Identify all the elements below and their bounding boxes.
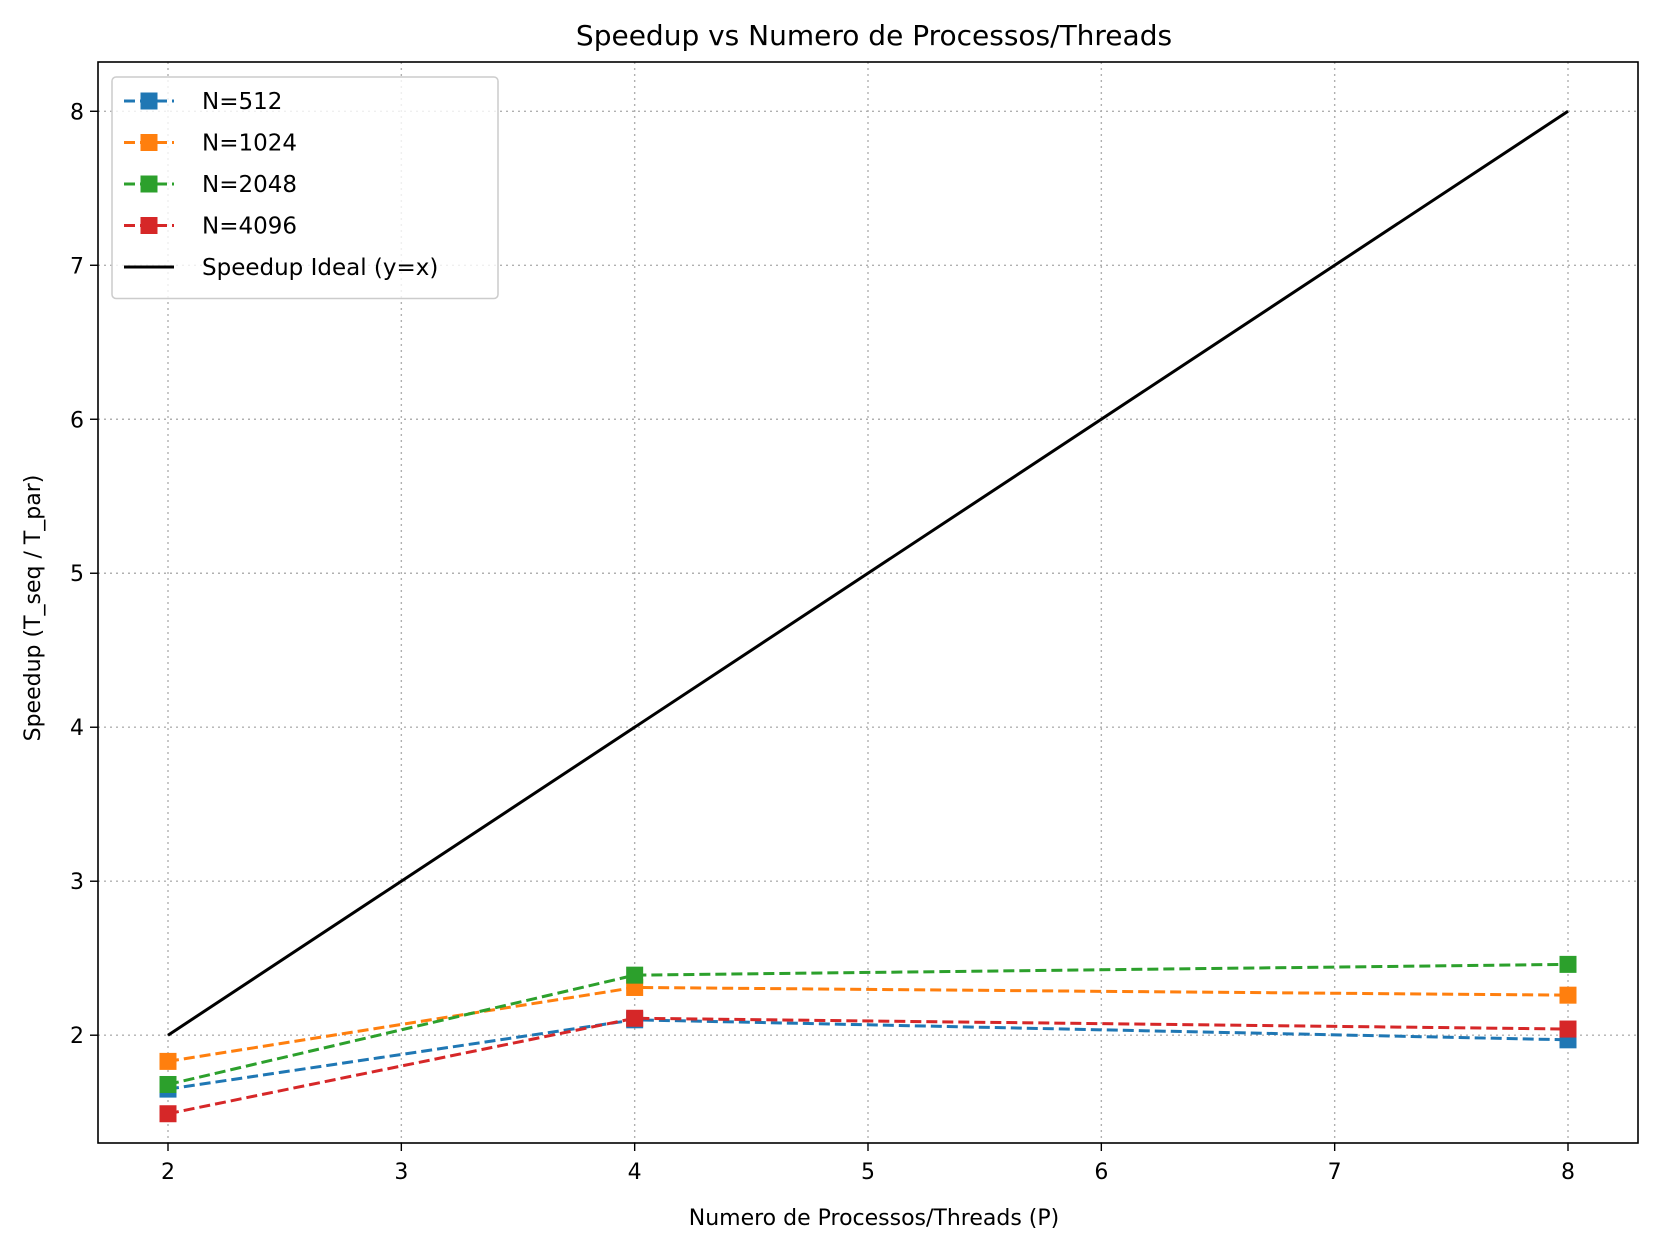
plot-markers [159,955,1577,1123]
data-point-n-4096 [159,1105,177,1123]
legend: N=512 N=1024 N=2048 N=4096 Speedup Ideal (y=… [111,76,499,300]
y-tick-label: 4 [70,716,84,741]
x-tick-label: 6 [1094,1160,1108,1185]
x-tick-label: 7 [1328,1160,1342,1185]
data-point-n-2048 [159,1075,177,1093]
legend-box [111,76,499,300]
x-axis-ticks: 2 3 4 5 6 7 8 [161,1143,1575,1185]
legend-label: N=2048 [202,172,297,198]
data-point-n-4096 [626,1009,644,1027]
y-tick-label: 7 [70,254,84,279]
y-tick-label: 5 [70,562,84,587]
x-tick-label: 4 [628,1160,642,1185]
y-tick-label: 2 [70,1024,84,1049]
data-point-n-1024 [1559,986,1577,1004]
legend-label: N=1024 [202,131,297,157]
data-point-n-2048 [1559,955,1577,973]
y-tick-label: 8 [70,100,84,125]
legend-marker-swatch [140,217,158,234]
chart-title: Speedup vs Numero de Processos/Threads [576,19,1172,52]
x-tick-label: 8 [1561,1160,1575,1185]
legend-label: Speedup Ideal (y=x) [202,255,438,281]
y-axis-ticks: 2 3 4 5 6 7 8 [70,100,98,1049]
legend-label: N=512 [202,89,282,115]
y-tick-label: 3 [70,870,84,895]
series-line-n-4096 [167,1016,1569,1116]
y-tick-label: 6 [70,408,84,433]
x-axis-title: Numero de Processos/Threads (P) [689,1206,1059,1231]
y-axis-title: Speedup (T_seq / T_par) [21,475,46,742]
legend-marker-swatch [140,175,158,193]
x-tick-label: 3 [394,1160,408,1185]
data-point-n-2048 [626,966,644,984]
legend-label: N=4096 [202,214,297,240]
series-line-speedup-ideal-y-x [167,110,1569,1037]
legend-marker-swatch [140,134,158,151]
x-tick-label: 5 [861,1160,875,1185]
legend-marker-swatch [140,92,158,110]
data-point-n-1024 [159,1052,177,1070]
data-point-n-4096 [1559,1020,1577,1038]
x-tick-label: 2 [161,1160,175,1185]
